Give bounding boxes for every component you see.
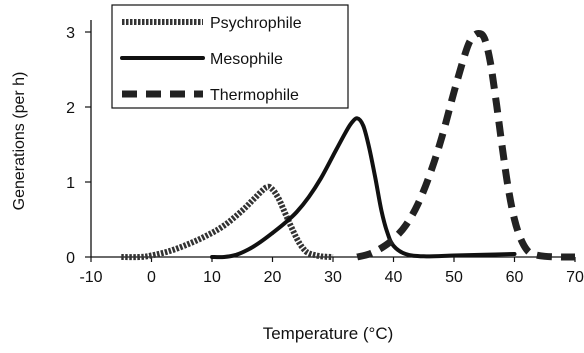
x-tick-label: -10: [79, 269, 102, 286]
y-tick-label: 3: [66, 25, 75, 42]
legend-label-thermophile: Thermophile: [210, 87, 299, 104]
y-axis-label: Generations (per h): [11, 72, 28, 211]
x-tick-label: 20: [264, 269, 282, 286]
x-tick-label: 30: [324, 269, 342, 286]
series-line-thermophile: [357, 33, 575, 257]
legend-label-mesophile: Mesophile: [210, 51, 283, 68]
y-tick-label: 0: [66, 250, 75, 267]
y-tick-label: 1: [66, 175, 75, 192]
legend-label-psychrophile: Psychrophile: [210, 15, 302, 32]
x-tick-label: 10: [203, 269, 221, 286]
x-tick-label: 40: [385, 269, 403, 286]
series-line-mesophile: [212, 118, 515, 257]
y-tick-label: 2: [66, 100, 75, 117]
x-axis-label: Temperature (°C): [263, 324, 394, 343]
x-tick-label: 50: [445, 269, 463, 286]
x-tick-label: 70: [566, 269, 584, 286]
series-line-psychrophile: [121, 187, 333, 257]
legend: Psychrophile Mesophile Thermophile: [112, 5, 348, 108]
x-tick-label: 60: [506, 269, 524, 286]
x-tick-label: 0: [147, 269, 156, 286]
